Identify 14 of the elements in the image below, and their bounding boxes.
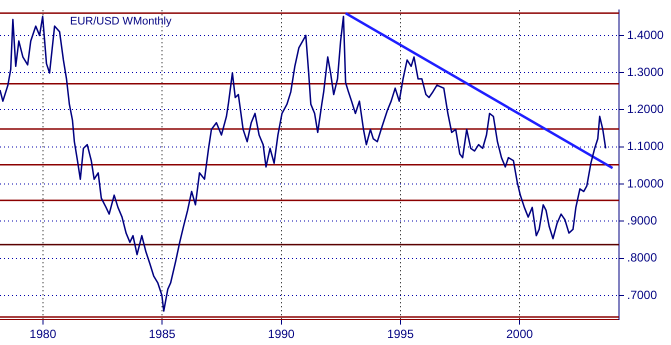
text: EUR/USD WMonthly [70, 16, 172, 28]
x-tick-label: 1990 [268, 327, 295, 342]
y-tick-label: 1.0000 [627, 176, 664, 190]
x-tick-label: 2000 [506, 327, 534, 342]
y-tick-label: .7000 [627, 288, 658, 302]
y-tick-label: .8000 [627, 250, 658, 265]
x-tick-label: 1980 [30, 327, 57, 342]
y-tick-label: 1.3000 [627, 64, 664, 79]
y-tick-label: 1.2000 [627, 102, 664, 116]
y-tick-label: 1.1000 [627, 139, 664, 154]
x-tick-label: 1995 [387, 327, 414, 342]
y-tick-label: .9000 [627, 213, 658, 228]
x-tick-label: 1985 [148, 327, 176, 342]
y-tick-label: 1.4000 [627, 28, 664, 42]
